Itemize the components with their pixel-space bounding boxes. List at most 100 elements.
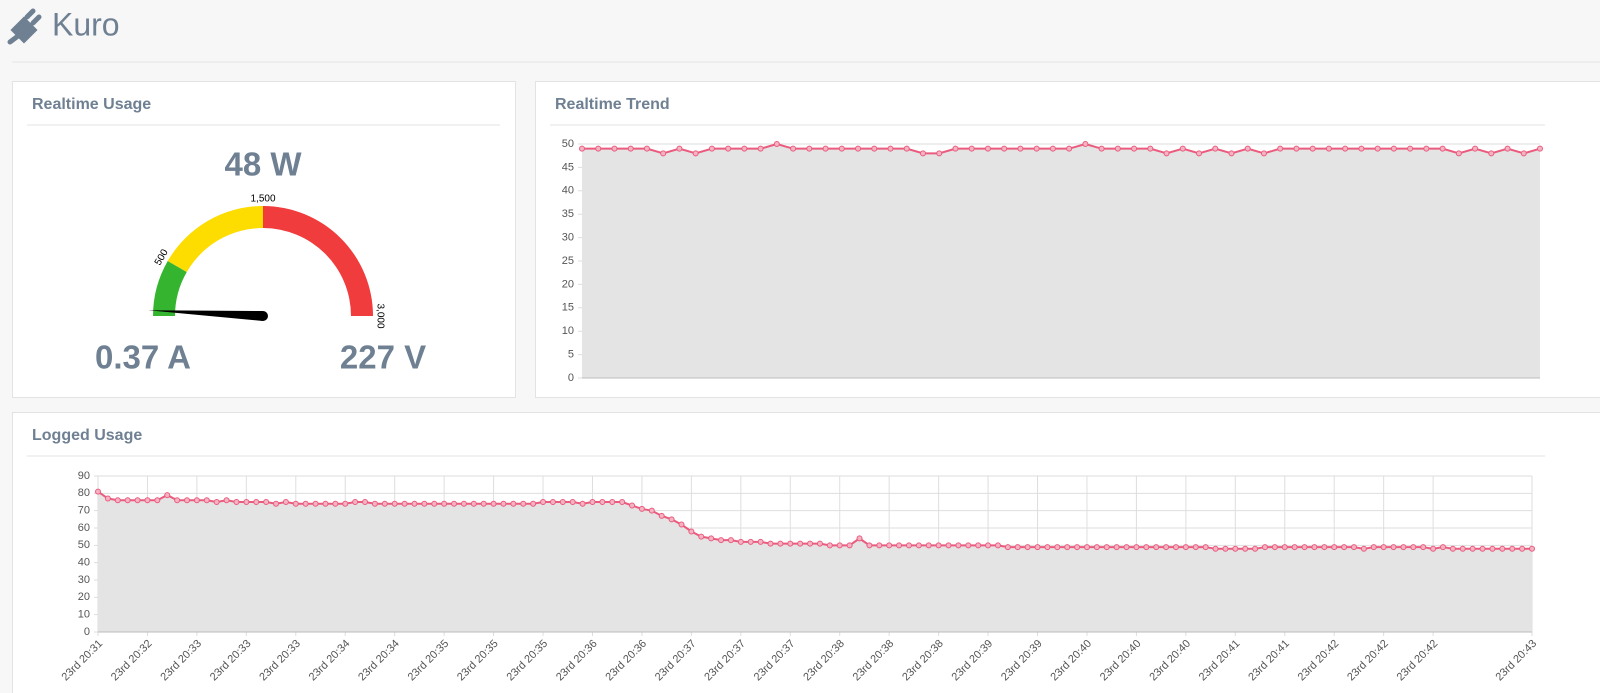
y-tick-label: 45 (562, 161, 574, 173)
data-point (302, 500, 309, 507)
data-point (1519, 545, 1526, 552)
data-point (1066, 145, 1073, 152)
data-point (282, 499, 289, 505)
data-point (856, 535, 863, 542)
data-point (1293, 145, 1300, 152)
data-point (741, 145, 748, 152)
data-point (1469, 545, 1476, 552)
data-point (1390, 145, 1397, 152)
data-point (826, 542, 833, 549)
data-point (213, 499, 220, 505)
data-point (611, 145, 618, 152)
data-point (1228, 150, 1235, 157)
data-point (1064, 544, 1071, 551)
y-tick-label: 10 (78, 609, 90, 621)
data-point (510, 500, 517, 507)
data-point (866, 542, 873, 549)
data-point (678, 521, 685, 528)
data-point (243, 499, 250, 505)
data-point (757, 538, 764, 545)
data-point (312, 500, 319, 507)
data-point (1001, 145, 1008, 152)
data-point (595, 145, 602, 152)
data-point (905, 542, 912, 549)
data-point (887, 145, 894, 152)
data-point (411, 500, 418, 507)
data-point (1509, 545, 1516, 552)
plug-icon (7, 8, 42, 45)
data-point (1044, 544, 1051, 551)
data-point (903, 145, 910, 152)
data-point (777, 540, 784, 547)
data-point (1380, 544, 1387, 551)
data-point (1196, 150, 1203, 157)
data-point (1163, 544, 1170, 551)
y-tick-label: 15 (562, 302, 574, 314)
y-tick-label: 20 (562, 278, 574, 290)
data-point (1192, 544, 1199, 551)
data-point (1342, 145, 1349, 152)
data-point (391, 500, 398, 507)
data-point (737, 538, 744, 545)
data-point (1390, 544, 1397, 551)
data-point (1004, 544, 1011, 551)
data-point (886, 542, 893, 549)
data-point (718, 537, 725, 544)
y-tick-label: 80 (78, 487, 90, 499)
data-point (1123, 544, 1130, 551)
data-point (589, 499, 596, 505)
data-point (1537, 145, 1543, 152)
data-point (1083, 544, 1090, 551)
data-point (381, 500, 388, 507)
data-point (1407, 145, 1414, 152)
data-point (1244, 145, 1251, 152)
data-point (292, 500, 299, 507)
gauge-tick-label: 3,000 (374, 303, 385, 328)
data-point (332, 500, 339, 507)
data-point (1034, 544, 1041, 551)
data-point (1281, 544, 1288, 551)
data-point (822, 145, 829, 152)
data-point (144, 497, 151, 504)
data-point (838, 145, 845, 152)
y-tick-label: 40 (562, 185, 574, 197)
data-point (1479, 545, 1486, 552)
data-point (1212, 545, 1219, 552)
data-point (915, 542, 922, 549)
panel-title: Realtime Usage (32, 96, 151, 113)
data-point (154, 497, 161, 504)
data-point (1242, 545, 1249, 552)
data-point (371, 500, 378, 507)
data-point (925, 542, 932, 549)
data-point (767, 540, 774, 547)
data-point (1449, 545, 1456, 552)
data-point (1222, 545, 1229, 552)
data-point (184, 497, 191, 504)
y-tick-label: 10 (562, 325, 574, 337)
data-point (984, 145, 991, 152)
data-point (203, 497, 210, 504)
y-tick-label: 50 (562, 138, 574, 150)
data-point (816, 540, 823, 547)
data-point (1082, 141, 1089, 147)
data-point (708, 145, 715, 152)
data-point (676, 145, 683, 152)
data-point (124, 497, 131, 504)
data-point (1529, 545, 1535, 552)
data-point (342, 500, 349, 507)
data-point (1143, 544, 1150, 551)
data-point (955, 542, 962, 549)
data-point (362, 499, 369, 505)
data-point (985, 542, 992, 549)
panel-title: Logged Usage (32, 427, 142, 444)
data-point (174, 497, 181, 504)
data-point (263, 499, 270, 505)
data-point (1093, 544, 1100, 551)
data-point (352, 499, 359, 505)
data-point (968, 145, 975, 152)
data-point (1017, 145, 1024, 152)
data-point (441, 500, 448, 507)
data-point (1350, 544, 1357, 551)
y-tick-label: 30 (562, 232, 574, 244)
